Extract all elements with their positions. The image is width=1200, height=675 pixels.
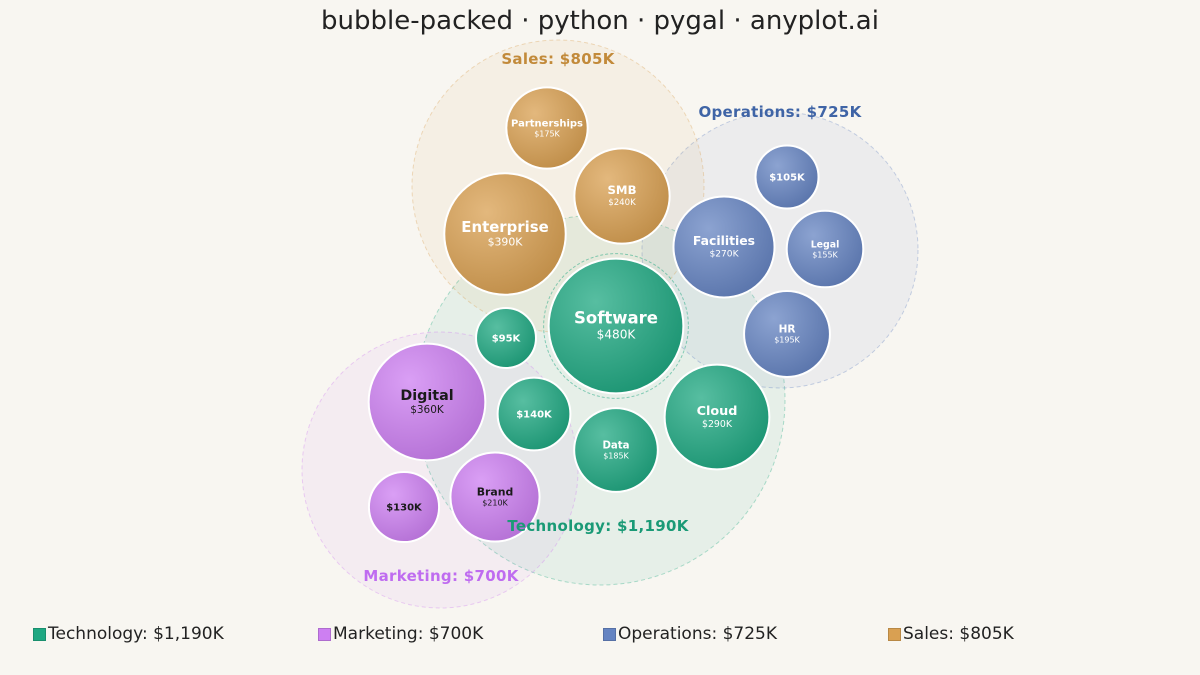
bubble-value: $210K: [482, 498, 508, 507]
bubble-highlight-ring: [543, 253, 689, 399]
legend-swatch: [603, 627, 616, 641]
group-label-marketing: Marketing: $700K: [363, 567, 519, 585]
bubble-label: HR: [779, 323, 796, 335]
legend: Technology: $1,190K Marketing: $700K Opera…: [0, 624, 1200, 648]
legend-item-marketing[interactable]: Marketing: $700K: [318, 624, 483, 644]
bubble-circle: [663, 363, 771, 471]
legend-item-technology[interactable]: Technology: $1,190K: [33, 624, 224, 644]
legend-swatch: [33, 627, 46, 641]
bubble-value: $130K: [386, 503, 423, 514]
bubble-circle: [367, 470, 441, 544]
bubble-value: $240K: [608, 198, 636, 208]
group-label-sales: Sales: $805K: [501, 50, 615, 68]
bubble-value: $270K: [709, 250, 739, 260]
bubble-value: $105K: [769, 173, 806, 184]
bubble-label: Data: [602, 440, 629, 451]
bubble-circle: [573, 147, 671, 245]
bubble-technology-cloud[interactable]: Cloud$290K: [663, 363, 771, 471]
bubble-technology-95k[interactable]: $95K: [475, 307, 537, 369]
legend-swatch: [318, 627, 331, 641]
bubble-circle: [475, 307, 537, 369]
bubble-circle: [449, 451, 541, 543]
bubble-technology-software[interactable]: Software$480K: [543, 253, 689, 399]
bubble-circle: [672, 195, 776, 299]
bubble-label: Partnerships: [511, 119, 583, 130]
bubble-sales-smb[interactable]: SMB$240K: [573, 147, 671, 245]
legend-label: Technology: $1,190K: [48, 624, 224, 644]
chart-title: bubble-packed · python · pygal · anyplot…: [321, 6, 879, 36]
legend-label: Marketing: $700K: [333, 624, 484, 644]
bubble-value: $95K: [492, 334, 522, 345]
bubble-operations-legal[interactable]: Legal$155K: [785, 209, 865, 289]
group-label-operations: Operations: $725K: [698, 103, 862, 121]
group-circle-operations: [641, 111, 919, 389]
bubble-value: $360K: [410, 404, 445, 416]
bubble-sales-enterprise[interactable]: Enterprise$390K: [443, 172, 567, 296]
bubble-operations-facilities[interactable]: Facilities $270K: [672, 195, 776, 299]
bubble-circle: [547, 257, 685, 395]
bubble-circle: [573, 407, 659, 493]
legend-item-operations[interactable]: Operations: $725K: [603, 624, 777, 644]
bubble-value: $185K: [603, 451, 629, 460]
legend-label: Operations: $725K: [618, 624, 778, 644]
bubble-value: $480K: [597, 328, 637, 342]
bubble-technology-140k[interactable]: $140K: [496, 376, 572, 452]
legend-swatch: [888, 627, 901, 641]
bubble-label: Software: [574, 309, 658, 328]
bubble-label: Digital: [400, 388, 453, 404]
bubble-circle: [785, 209, 865, 289]
bubble-circle: [743, 290, 831, 378]
bubble-label: Legal: [811, 240, 840, 251]
bubble-value: $195K: [774, 335, 800, 344]
bubble-technology-data[interactable]: Data$185K: [573, 407, 659, 493]
bubble-circle: [496, 376, 572, 452]
bubble-circle: [367, 342, 487, 462]
bubble-operations-105k[interactable]: $105K: [754, 144, 820, 210]
legend-label: Sales: $805K: [903, 624, 1014, 644]
bubble-sales-partnerships[interactable]: Partnerships$175K: [505, 86, 589, 170]
bubble-value: $175K: [534, 129, 560, 138]
bubble-circle: [754, 144, 820, 210]
bubble-circle: [505, 86, 589, 170]
bubble-value: $155K: [812, 250, 838, 259]
group-labels: Technology: $1,190K Marketing: $700K Opera…: [363, 50, 862, 585]
bubble-label: Facilities: [693, 233, 755, 248]
legend-item-sales[interactable]: Sales: $805K: [888, 624, 1014, 644]
bubble-circle: [443, 172, 567, 296]
bubble-marketing-digital[interactable]: Digital$360K: [367, 342, 487, 462]
bubble-value: $290K: [702, 419, 733, 430]
bubble-value: $390K: [488, 235, 524, 248]
bubble-label: Enterprise: [461, 218, 548, 236]
bubble-label: Cloud: [697, 404, 738, 419]
bubble-label: SMB: [608, 183, 637, 197]
bubbles: Software$480KCloud$290KData$185K$140K$95…: [367, 86, 865, 544]
bubble-marketing-brand[interactable]: Brand$210K: [449, 451, 541, 543]
bubble-operations-hr[interactable]: HR$195K: [743, 290, 831, 378]
bubble-marketing-130k[interactable]: $130K: [367, 470, 441, 544]
group-label-technology: Technology: $1,190K: [507, 517, 689, 535]
bubble-value: $140K: [516, 410, 553, 421]
bubble-label: Brand: [477, 485, 514, 498]
